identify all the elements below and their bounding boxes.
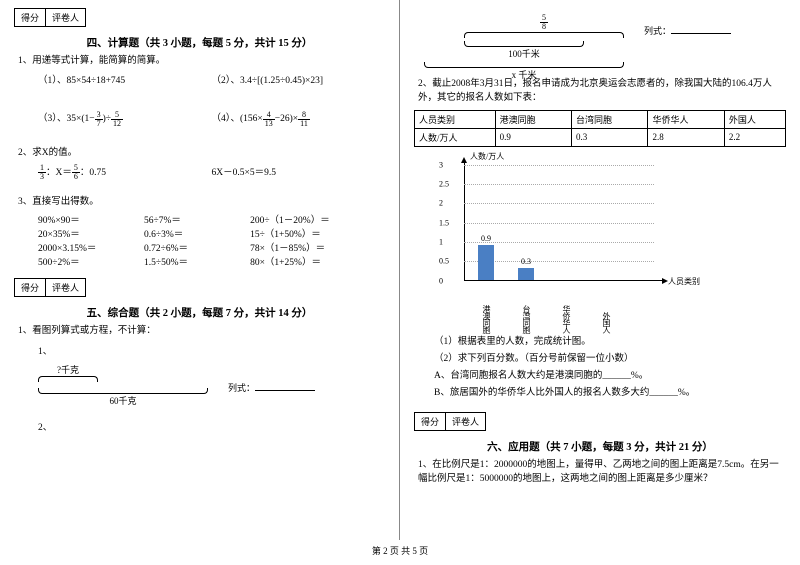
grid-line (464, 165, 654, 166)
x-category-label: 外国人 (601, 312, 612, 333)
y-tick-label: 1 (439, 237, 443, 246)
calc-item: 15÷（1+50%）＝ (250, 226, 385, 240)
top-qty-label: ?千克 (38, 363, 98, 376)
calc-item: 0.72÷6%＝ (144, 240, 250, 254)
x-category-label: 港澳同胞 (481, 305, 492, 333)
q4-2a: 13：X＝56：0.75 (38, 164, 212, 181)
inner-km-label: 100千米 (464, 47, 584, 60)
table-header: 港澳同胞 (495, 110, 571, 128)
score-box-4: 得分 评卷人 (14, 8, 86, 27)
q5-1: 1、看图列算式或方程，不计算： (18, 324, 385, 338)
rq2-d: B、旅居国外的华侨华人比外国人的报名人数多大约______%。 (434, 386, 786, 400)
table-cell: 人数/万人 (415, 128, 496, 146)
table-header: 人员类别 (415, 110, 496, 128)
section-6-title: 六、应用题（共 7 小题，每题 3 分，共计 21 分） (414, 439, 786, 454)
calc-item: 80×（1+25%）＝ (250, 254, 385, 268)
answer-blank-2[interactable] (671, 24, 731, 34)
right-column: 58 100千米 x 千米 列式： 2、截止2008年3月31日，报名申请成为北… (400, 0, 800, 540)
calc-item: 78×（1－85%）＝ (250, 240, 385, 254)
table-cell: 0.3 (572, 128, 648, 146)
grid-line (464, 223, 654, 224)
score-box-6: 得分 评卷人 (414, 412, 486, 431)
rq2-text: 2、截止2008年3月31日，报名申请成为北京奥运会志愿者的，除我国大陆的106… (418, 77, 786, 106)
y-tick-label: 2.5 (439, 179, 449, 188)
y-tick-label: 1.5 (439, 218, 449, 227)
q4-2b: 6X－0.5×5＝9.5 (212, 164, 386, 181)
table-header: 华侨华人 (648, 110, 724, 128)
table-cell: 2.8 (648, 128, 724, 146)
bar-value-label: 0.3 (521, 257, 531, 266)
grid-line (464, 203, 654, 204)
bar-value-label: 0.9 (481, 234, 491, 243)
q4-1: 1、用递等式计算，能简算的简算。 (18, 54, 385, 68)
bracket-diagram-right: 58 100千米 x 千米 (424, 14, 644, 68)
q6-1: 1、在比例尺是1：2000000的地图上，量得甲、乙两地之间的图上距离是7.5c… (418, 458, 786, 487)
x-category-label: 台湾同胞 (521, 305, 532, 333)
grid-line (464, 184, 654, 185)
y-axis (464, 161, 465, 281)
x-axis-title: 人员类别 (668, 276, 700, 287)
q4-3: 3、直接写出得数。 (18, 195, 385, 209)
rq2-a: （1）根据表里的人数，完成统计图。 (434, 335, 786, 349)
section-4-title: 四、计算题（共 3 小题，每题 5 分，共计 15 分） (14, 35, 385, 50)
page-footer: 第 2 页 共 5 页 (0, 540, 800, 557)
table-cell: 0.9 (495, 128, 571, 146)
lieshi-label-2: 列式： (644, 26, 671, 36)
q4-3-rows: 90%×90＝56÷7%＝200÷（1－20%）＝20×35%＝0.6÷3%＝1… (14, 212, 385, 268)
score-label: 得分 (15, 9, 46, 26)
calc-item: 500÷2%＝ (38, 254, 144, 268)
q5-1-sub2: 2、 (38, 419, 385, 433)
q5-1-sub1: 1、 (38, 343, 385, 357)
calc-item: 1.5÷50%＝ (144, 254, 250, 268)
calc-item: 0.6÷3%＝ (144, 226, 250, 240)
bottom-qty-label: 60千克 (38, 394, 208, 407)
answer-blank[interactable] (255, 381, 315, 391)
y-tick-label: 0 (439, 276, 443, 285)
table-header: 外国人 (724, 110, 785, 128)
calc-item: 20×35%＝ (38, 226, 144, 240)
q4-2: 2、求X的值。 (18, 146, 385, 160)
grader-label: 评卷人 (46, 9, 85, 26)
q4-1-4: （4）、(156×413−26)×811 (212, 110, 386, 127)
rq2-b: （2）求下列百分数。（百分号前保留一位小数） (434, 352, 786, 366)
x-km-label: x 千米 (424, 68, 624, 81)
calc-item: 200÷（1－20%）＝ (250, 212, 385, 226)
rq2-c: A、台湾同胞报名人数大约是港澳同胞的______%。 (434, 369, 786, 383)
left-column: 得分 评卷人 四、计算题（共 3 小题，每题 5 分，共计 15 分） 1、用递… (0, 0, 400, 540)
calc-item: 2000×3.15%＝ (38, 240, 144, 254)
q4-1-1: （1）、85×54÷18+745 (38, 72, 212, 86)
x-axis (464, 280, 664, 281)
y-tick-label: 0.5 (439, 257, 449, 266)
score-box-5: 得分 评卷人 (14, 278, 86, 297)
table-header: 台湾同胞 (572, 110, 648, 128)
q4-1-2: （2）、3.4÷[(1.25÷0.45)×23] (212, 72, 386, 86)
bracket-diagram-left: ?千克 60千克 列式： (38, 363, 385, 413)
grid-line (464, 242, 654, 243)
lieshi-label-1: 列式： (228, 383, 255, 393)
bar-chart: 人数/万人 人员类别 32.521.510.50 0.9港澳同胞0.3台湾同胞华… (444, 151, 664, 301)
data-table: 人员类别港澳同胞台湾同胞华侨华人外国人 人数/万人0.90.32.82.2 (414, 110, 786, 147)
bar (478, 245, 494, 280)
table-cell: 2.2 (724, 128, 785, 146)
x-category-label: 华侨华人 (561, 305, 572, 333)
y-tick-label: 3 (439, 160, 443, 169)
calc-item: 56÷7%＝ (144, 212, 250, 226)
calc-item: 90%×90＝ (38, 212, 144, 226)
y-tick-label: 2 (439, 199, 443, 208)
y-axis-title: 人数/万人 (470, 151, 504, 162)
q4-1-3: （3）、35×(1−37)÷512 (38, 110, 212, 127)
bar (518, 268, 534, 280)
section-5-title: 五、综合题（共 2 小题，每题 7 分，共计 14 分） (14, 305, 385, 320)
